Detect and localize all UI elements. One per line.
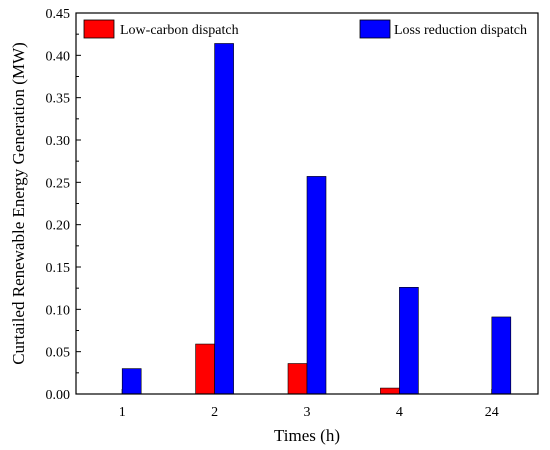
y-tick-label: 0.10 xyxy=(46,303,71,318)
x-axis-title: Times (h) xyxy=(274,426,340,445)
bar-low-carbon-3 xyxy=(287,363,308,395)
bar-low-carbon-2 xyxy=(195,343,215,395)
x-tick-label: 3 xyxy=(304,405,311,420)
x-tick-label: 24 xyxy=(485,405,499,420)
legend-swatch-loss-reduction xyxy=(359,19,391,39)
legend-label-low-carbon: Low-carbon dispatch xyxy=(120,23,239,38)
y-tick-label: 0.45 xyxy=(46,7,71,22)
bar-loss-reduction-1 xyxy=(121,368,142,395)
y-tick-label: 0.30 xyxy=(46,134,71,149)
bar-loss-reduction-4 xyxy=(399,287,419,395)
bar-loss-reduction-24 xyxy=(491,316,512,395)
x-tick-label: 1 xyxy=(119,405,126,420)
tick-layer: 0.00 0.05 0.10 0.15 0.20 0.25 0.30 0.35 0.40 0.45… xyxy=(46,7,499,420)
x-tick-label: 4 xyxy=(396,405,403,420)
bars-layer xyxy=(121,43,512,395)
bar-loss-reduction-3 xyxy=(306,176,327,395)
y-tick-label: 0.25 xyxy=(46,176,71,191)
legend-label-loss-reduction: Loss reduction dispatch xyxy=(394,23,527,38)
legend: Low-carbon dispatch Loss reduction dispa… xyxy=(83,19,527,39)
y-tick-label: 0.20 xyxy=(46,219,71,234)
y-tick-label: 0.40 xyxy=(46,49,71,64)
bar-loss-reduction-2 xyxy=(214,43,234,395)
y-axis-title: Curtailed Renewable Energy Generation (M… xyxy=(9,42,28,365)
bar-low-carbon-4 xyxy=(380,387,400,395)
y-tick-label: 0.00 xyxy=(46,388,71,403)
legend-swatch-low-carbon xyxy=(83,19,115,39)
y-tick-label: 0.05 xyxy=(46,346,71,361)
y-tick-label: 0.15 xyxy=(46,261,71,276)
x-tick-label: 2 xyxy=(211,405,218,420)
plot-frame xyxy=(75,12,539,395)
y-tick-label: 0.35 xyxy=(46,92,71,107)
